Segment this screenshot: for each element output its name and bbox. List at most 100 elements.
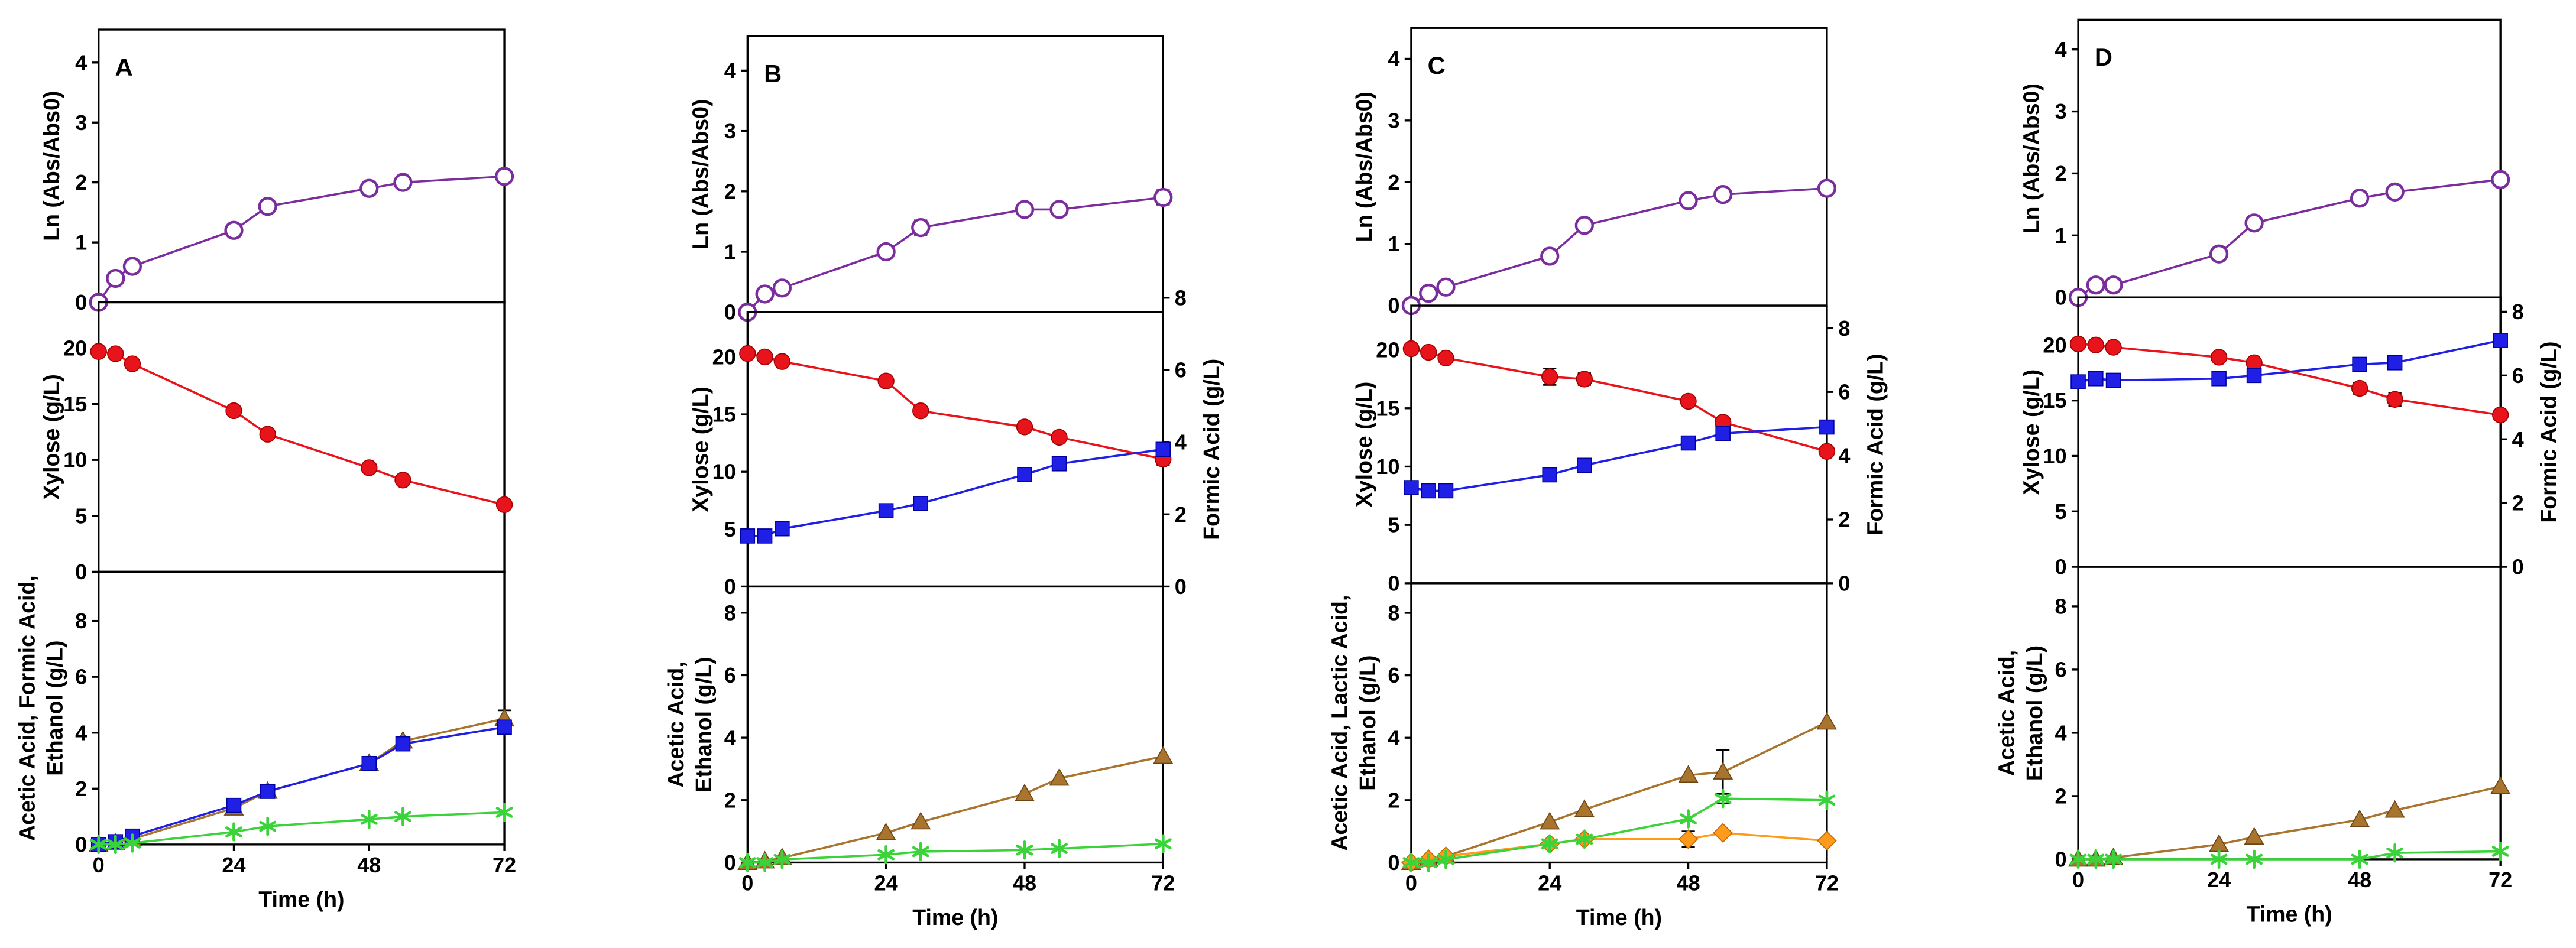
marker-c-formic-acid-t0 — [1404, 480, 1419, 495]
marker-b-formic-acid-t0 — [740, 528, 756, 544]
marker-c-ethanol-t30 — [1576, 829, 1593, 849]
y2-axis-label: Formic Acid (g/L) — [1862, 353, 1887, 535]
marker-b-xylose-t24 — [877, 372, 895, 389]
y2-axis-label: Formic Acid (g/L) — [2536, 342, 2561, 523]
y-axis-label: Xylose (g/L) — [688, 387, 713, 512]
marker-b-ethanol-t48 — [1016, 840, 1033, 860]
marker-a-formic-acid-t30 — [260, 784, 276, 799]
y-axis-label: Ln (Abs/Abs0) — [688, 99, 713, 249]
ytick-label: 0 — [75, 290, 87, 314]
marker-b-ethanol-t3 — [756, 853, 773, 872]
y2tick-label: 4 — [2512, 427, 2524, 452]
marker-b-formic-acid-t54 — [1051, 456, 1067, 472]
marker-b-acetic-acid-t30 — [910, 811, 931, 830]
marker-d-formic-acid-t30 — [2246, 368, 2262, 384]
marker-a-ln-abs-abs0-t54 — [393, 173, 413, 192]
xtick-label: 72 — [1815, 871, 1839, 895]
ytick-label: 2 — [75, 170, 87, 194]
ytick-label: 2 — [724, 179, 736, 203]
marker-c-xylose-t30 — [1576, 371, 1593, 388]
marker-d-ethanol-t72 — [2491, 842, 2509, 861]
marker-b-acetic-acid-t24 — [876, 823, 896, 840]
y2tick-label: 0 — [1838, 571, 1850, 595]
marker-a-ethanol-t54 — [394, 807, 411, 826]
series-line-d-ln-abs-abs0 — [2078, 178, 2501, 298]
marker-b-ln-abs-abs0-t30 — [911, 217, 931, 238]
marker-a-ethanol-t3 — [106, 835, 124, 855]
series-line-c-acetic-acid — [1411, 721, 1827, 864]
marker-a-ethanol-t6 — [124, 833, 141, 853]
marker-d-acetic-acid-t72 — [2490, 776, 2511, 794]
y2tick-label: 0 — [2512, 555, 2524, 579]
marker-c-ethanol-t0 — [1402, 853, 1420, 872]
ytick-label: 15 — [63, 392, 87, 416]
y2tick-label: 4 — [1838, 444, 1850, 468]
y2tick-label: 8 — [2512, 300, 2524, 324]
ytick-label: 2 — [75, 777, 87, 801]
marker-c-formic-acid-t48 — [1680, 435, 1696, 451]
xtick-label: 0 — [2072, 868, 2084, 892]
marker-a-ethanol-t0 — [90, 835, 108, 855]
marker-a-formic-acid-t48 — [361, 755, 377, 771]
y-axis-label: Ethanol (g/L) — [691, 657, 716, 792]
y-axis-label: Ethanol (g/L) — [1355, 655, 1380, 791]
marker-c-acetic-acid-t48 — [1678, 765, 1699, 783]
y2tick-label: 6 — [1175, 358, 1187, 382]
marker-d-xylose-t6 — [2105, 339, 2122, 356]
marker-d-ethanol-t0 — [2069, 849, 2087, 869]
marker-b-ethanol-t72 — [1154, 834, 1172, 854]
marker-b-formic-acid-t72 — [1155, 441, 1171, 457]
marker-c-ln-abs-abs0-t6 — [1436, 277, 1456, 297]
marker-c-ln-abs-abs0-t30 — [1574, 216, 1594, 235]
xtick-label: 72 — [492, 853, 516, 877]
plot-frame-c-xylose — [1410, 304, 1828, 585]
y-axis-label: Acetic Acid, Formic Acid, — [14, 575, 39, 841]
marker-b-ln-abs-abs0-t48 — [1015, 200, 1035, 219]
xtick-label: 72 — [1151, 871, 1175, 895]
ytick-label: 1 — [2055, 223, 2067, 248]
marker-d-xylose-t54 — [2386, 391, 2403, 408]
panel-letter-a: A — [115, 53, 133, 81]
ytick-label: 0 — [2055, 847, 2067, 871]
marker-c-xylose-t72 — [1818, 443, 1836, 460]
ytick-label: 3 — [75, 111, 87, 135]
x-axis-label: Time (h) — [1576, 905, 1662, 930]
y-axis-label: Acetic Acid, Lactic Acid, — [1327, 595, 1352, 851]
marker-c-acetic-acid-t30 — [1574, 799, 1595, 817]
marker-d-ethanol-t24 — [2210, 849, 2228, 869]
marker-d-ethanol-t48 — [2351, 849, 2368, 869]
xtick-label: 72 — [2488, 868, 2512, 892]
xtick-label: 0 — [741, 871, 753, 895]
plot-frame-b-xylose — [746, 311, 1164, 588]
marker-b-ln-abs-abs0-t54 — [1049, 200, 1069, 219]
y-axis-label: Acetic Acid, — [663, 661, 688, 787]
marker-d-xylose-t48 — [2351, 379, 2368, 397]
marker-a-ln-abs-abs0-t48 — [359, 178, 379, 198]
panel-letter-b: B — [764, 60, 782, 87]
ytick-label: 10 — [2043, 444, 2066, 468]
marker-d-ln-abs-abs0-t30 — [2244, 213, 2264, 233]
marker-b-formic-acid-t30 — [913, 496, 929, 511]
ytick-label: 5 — [75, 504, 87, 528]
ytick-label: 2 — [2055, 161, 2067, 186]
marker-b-xylose-t0 — [739, 345, 756, 362]
y2tick-label: 2 — [1838, 507, 1850, 531]
marker-a-ln-abs-abs0-t72 — [494, 167, 514, 186]
series-line-b-ln-abs-abs0 — [747, 196, 1164, 313]
ytick-label: 0 — [75, 560, 87, 584]
marker-c-ethanol-t6 — [1437, 849, 1454, 869]
marker-d-acetic-acid-t54 — [2384, 800, 2405, 818]
subplot-b-xylose: 0 5 10 15 20 Xylose (g/L) 0 2 4 6 8 Formic Acid (g/… — [688, 285, 1224, 599]
marker-d-ethanol-t6 — [2105, 849, 2122, 869]
xtick-label: 24 — [2207, 868, 2231, 892]
marker-c-ethanol-t54 — [1714, 788, 1732, 809]
marker-d-ln-abs-abs0-t72 — [2491, 170, 2510, 190]
ytick-label: 6 — [724, 663, 736, 687]
series-line-b-formic-acid — [747, 448, 1164, 537]
marker-d-ethanol-t30 — [2246, 849, 2263, 869]
marker-c-formic-acid-t24 — [1542, 467, 1558, 483]
